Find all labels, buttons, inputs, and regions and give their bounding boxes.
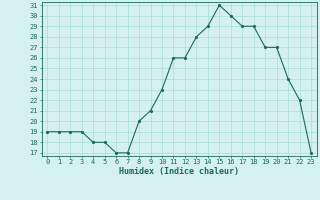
X-axis label: Humidex (Indice chaleur): Humidex (Indice chaleur) <box>119 167 239 176</box>
